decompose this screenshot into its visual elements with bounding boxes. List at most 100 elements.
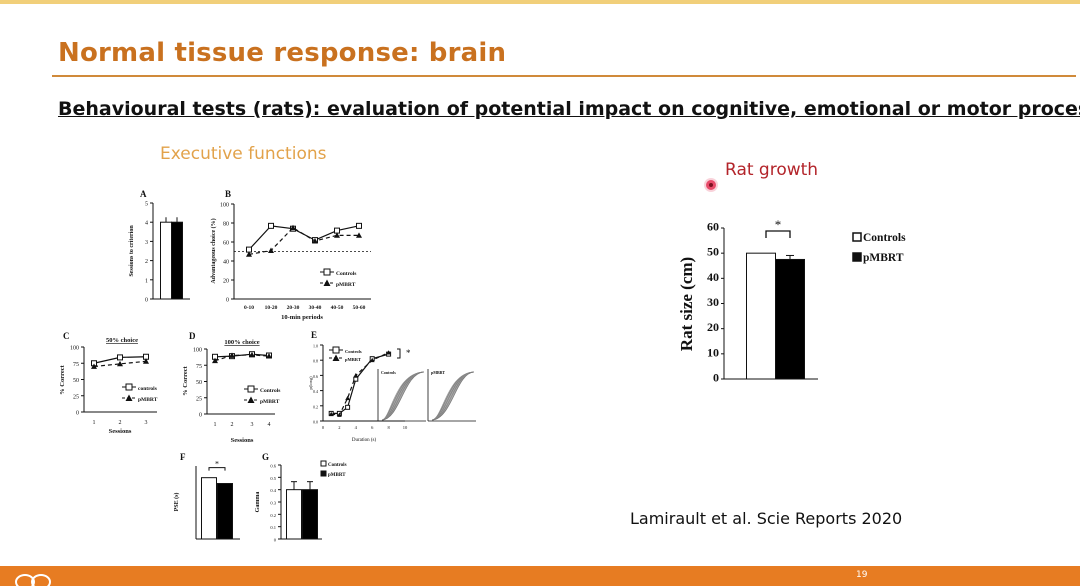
- y-axis-label-C: % Correct: [59, 364, 66, 394]
- legend-label-D: Controls: [260, 388, 280, 394]
- series-line-B-1: [248, 226, 359, 255]
- y-tick-label-RG: 30: [707, 295, 719, 309]
- series-line-C-1: [93, 360, 147, 368]
- title-rule: [52, 75, 1076, 77]
- panel-label-A: A: [140, 189, 147, 199]
- point-C-pmbrt: [91, 363, 97, 369]
- series-line-D-0: [214, 353, 270, 358]
- legend-marker-D: [247, 396, 255, 403]
- footer-bar: 19: [0, 566, 1080, 586]
- point-C-controls: [117, 354, 123, 361]
- panel-label-F: F: [180, 452, 186, 462]
- point-B-pmbrt: [246, 251, 252, 257]
- slide-subtitle: Behavioural tests (rats): evaluation of …: [58, 98, 1080, 120]
- legend-marker-E: [332, 354, 340, 361]
- series-line-D-1: [214, 354, 270, 362]
- y-tick-label-A: 2: [145, 259, 148, 265]
- x-tick-label-E: 8: [387, 425, 390, 430]
- x-tick-label-C: 3: [145, 420, 148, 426]
- pointer-cursor-icon: [706, 180, 716, 190]
- y-tick-label-RG: 50: [707, 245, 719, 259]
- series-line-B-0: [248, 225, 360, 251]
- y-axis-label-D: % Correct: [182, 365, 189, 395]
- x-axis-label-D: Sessions: [231, 437, 254, 444]
- y-tick-label-RG: 60: [707, 220, 719, 234]
- point-B-pmbrt: [312, 238, 318, 244]
- point-B-controls: [268, 222, 274, 229]
- x-tick-label-D: 2: [231, 422, 234, 428]
- significance-marker-F: *: [215, 460, 219, 469]
- x-tick-label-B: 0-10: [244, 305, 254, 311]
- rat-growth-label: Rat growth: [725, 160, 819, 180]
- panel-title-C: 50% choice: [106, 337, 138, 344]
- legend-marker-D: [247, 385, 255, 393]
- panel-label-E: E: [311, 330, 317, 340]
- inset-curve-E: [381, 371, 425, 421]
- y-tick-label-E: 1.0: [313, 344, 318, 349]
- x-tick-label-E: 0: [322, 425, 325, 430]
- y-tick-label-G: 0.6: [270, 464, 276, 469]
- point-B-pmbrt: [334, 232, 340, 238]
- x-axis-label-C: Sessions: [109, 428, 132, 435]
- y-tick-label-E: 0.4: [313, 389, 318, 394]
- inset-curve-E: [431, 371, 475, 421]
- point-D-pmbrt: [249, 351, 255, 358]
- point-E-pmbrt: [345, 395, 350, 401]
- y-tick-label-C: 0: [76, 411, 79, 417]
- x-tick-label-D: 4: [268, 422, 271, 428]
- x-tick-label-E: 6: [371, 425, 374, 430]
- bar-F-pMBRT: [217, 483, 233, 540]
- legend-label-E: Controls: [345, 349, 362, 354]
- panel-title-D: 100% choice: [224, 339, 259, 346]
- x-tick-label-E: 2: [338, 425, 340, 430]
- legend-label-C: pMBRT: [138, 397, 158, 403]
- inset-label-E: Controls: [381, 370, 396, 375]
- x-tick-label-B: 10-20: [265, 305, 278, 311]
- y-tick-label-G: 0.1: [270, 525, 276, 530]
- bar-RG-Controls: [746, 252, 776, 380]
- y-tick-label-A: 3: [145, 240, 148, 246]
- y-tick-label-B: 80: [223, 222, 229, 228]
- x-tick-label-C: 2: [119, 420, 122, 426]
- x-tick-label-C: 1: [93, 420, 96, 426]
- significance-bracket-RG: [765, 230, 791, 238]
- y-tick-label-C: 25: [73, 394, 79, 400]
- y-tick-label-C: 100: [70, 346, 79, 352]
- y-tick-label-E: 0.2: [313, 404, 318, 409]
- x-axis-label-B: 10-min periods: [281, 314, 323, 321]
- y-tick-label-B: 40: [223, 260, 229, 266]
- series-line-E-0: [331, 353, 389, 414]
- bar-F-Controls: [201, 477, 217, 540]
- bar-A-pMBRT: [171, 221, 183, 300]
- logo-icon: [15, 574, 51, 586]
- bar-A-Controls: [160, 221, 172, 300]
- legend-label-RG: Controls: [863, 232, 906, 244]
- panel-label-C: C: [63, 331, 70, 341]
- x-tick-label-E: 4: [355, 425, 358, 430]
- point-D-pmbrt: [266, 353, 272, 359]
- y-tick-label-D: 0: [199, 413, 202, 419]
- point-E-controls: [345, 404, 351, 410]
- y-tick-label-A: 5: [145, 202, 148, 208]
- point-B-pmbrt: [268, 247, 274, 253]
- top-accent-line: [0, 0, 1080, 4]
- significance-bracket-F: [208, 467, 226, 471]
- y-axis-label-G: Gamma: [255, 492, 261, 513]
- inset-curve-E: [431, 371, 475, 421]
- y-tick-label-E: 0.0: [313, 420, 318, 425]
- inset-label-E: pMBRT: [431, 370, 445, 375]
- x-tick-label-B: 40-50: [331, 305, 344, 311]
- legend-label-B: pMBRT: [336, 282, 356, 288]
- panel-label-B: B: [225, 189, 231, 199]
- point-D-pmbrt: [229, 352, 235, 358]
- point-C-pmbrt: [143, 358, 149, 364]
- legend-marker-C: [125, 383, 133, 391]
- y-tick-label-RG: 40: [707, 270, 719, 284]
- legend-marker-B: [323, 268, 331, 276]
- inset-curve-E: [381, 371, 425, 421]
- legend-marker-C: [125, 394, 133, 401]
- y-tick-label-E: 0.8: [313, 359, 318, 364]
- legend-swatch-G: [320, 470, 327, 477]
- y-tick-label-G: 0.5: [270, 476, 276, 481]
